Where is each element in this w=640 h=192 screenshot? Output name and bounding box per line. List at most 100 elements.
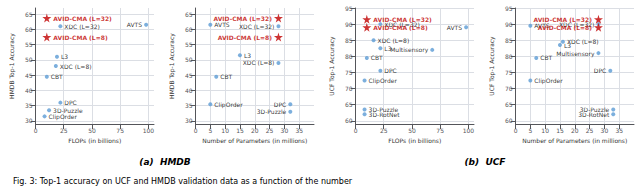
svg-text:Fig. 3: Top-1 accuracy on UCF: Fig. 3: Top-1 accuracy on UCF and HMDB v…: [13, 177, 353, 186]
svg-text:XDC (L=32): XDC (L=32): [239, 23, 275, 30]
svg-text:25: 25: [380, 127, 388, 134]
svg-text:ClipOrder: ClipOrder: [214, 101, 243, 109]
svg-text:Multisensory: Multisensory: [556, 50, 595, 58]
svg-text:35: 35: [295, 127, 303, 134]
svg-text:30: 30: [185, 117, 193, 124]
svg-text:AVID-CMA (L=32): AVID-CMA (L=32): [213, 15, 272, 22]
svg-text:AVTS: AVTS: [447, 24, 462, 31]
svg-text:0: 0: [354, 127, 358, 134]
svg-text:10: 10: [541, 127, 549, 134]
svg-text:30: 30: [25, 117, 33, 124]
svg-text:15: 15: [556, 127, 564, 134]
svg-text:AVID-CMA (L=8): AVID-CMA (L=8): [538, 24, 593, 31]
svg-text:50: 50: [25, 56, 33, 63]
svg-text:35: 35: [185, 102, 193, 109]
svg-text:25: 25: [60, 127, 68, 134]
svg-text:L3: L3: [564, 42, 571, 49]
svg-text:45: 45: [185, 72, 193, 79]
svg-text:ClipOrder: ClipOrder: [534, 77, 563, 85]
svg-text:80: 80: [345, 53, 353, 60]
svg-text:15: 15: [236, 127, 244, 134]
svg-text:20: 20: [251, 127, 259, 134]
svg-text:XDC (L=32): XDC (L=32): [64, 23, 100, 30]
svg-text:10: 10: [221, 127, 229, 134]
svg-text:0: 0: [34, 127, 38, 134]
svg-text:25: 25: [266, 127, 274, 134]
svg-text:AVID-CMA (L=8): AVID-CMA (L=8): [218, 34, 273, 41]
svg-text:30: 30: [281, 127, 289, 134]
svg-text:45: 45: [25, 72, 33, 79]
svg-text:65: 65: [185, 11, 193, 18]
svg-text:CBT: CBT: [51, 73, 63, 80]
svg-text:75: 75: [505, 69, 513, 76]
svg-text:XDC (L=8): XDC (L=8): [243, 59, 275, 66]
svg-text:55: 55: [185, 41, 193, 48]
svg-text:100: 100: [463, 127, 475, 134]
svg-text:60: 60: [505, 117, 513, 124]
svg-text:40: 40: [185, 87, 193, 94]
svg-text:75: 75: [436, 127, 444, 134]
svg-text:60: 60: [345, 117, 353, 124]
svg-text:HMDB Top-1 Accuracy: HMDB Top-1 Accuracy: [8, 33, 16, 99]
svg-text:CBT: CBT: [371, 54, 383, 61]
svg-text:25: 25: [586, 127, 594, 134]
svg-text:90: 90: [505, 21, 513, 28]
svg-text:90: 90: [345, 21, 353, 28]
svg-text:Number of Parameters (in milli: Number of Parameters (in millions): [522, 137, 627, 144]
svg-text:0: 0: [514, 127, 518, 134]
svg-text:75: 75: [116, 127, 124, 134]
svg-text:3D-RotNet: 3D-RotNet: [578, 111, 610, 118]
svg-text:AVID-CMA (L=8): AVID-CMA (L=8): [373, 24, 428, 31]
svg-text:(a) HMDB: (a) HMDB: [139, 157, 191, 167]
svg-text:3D-RotNet: 3D-RotNet: [369, 111, 401, 118]
svg-text:UCF Top-1 Accuracy: UCF Top-1 Accuracy: [488, 36, 496, 96]
svg-text:80: 80: [505, 53, 513, 60]
svg-text:3D-Puzzle: 3D-Puzzle: [257, 108, 287, 115]
svg-text:35: 35: [615, 127, 623, 134]
svg-text:Multisensory: Multisensory: [390, 46, 429, 54]
svg-text:5: 5: [208, 127, 212, 134]
svg-text:85: 85: [345, 37, 353, 44]
svg-text:65: 65: [505, 101, 513, 108]
svg-text:AVTS: AVTS: [127, 21, 142, 28]
svg-text:0: 0: [194, 127, 198, 134]
svg-text:95: 95: [345, 5, 353, 12]
svg-text:60: 60: [25, 26, 33, 33]
svg-text:XDC (L=8): XDC (L=8): [567, 38, 599, 45]
svg-text:FLOPs (in billions): FLOPs (in billions): [388, 137, 441, 144]
svg-text:ClipOrder: ClipOrder: [369, 77, 398, 85]
svg-text:50: 50: [408, 127, 416, 134]
svg-text:70: 70: [505, 85, 513, 92]
svg-text:40: 40: [25, 87, 33, 94]
svg-text:55: 55: [25, 41, 33, 48]
svg-text:UCF Top-1 Accuracy: UCF Top-1 Accuracy: [328, 36, 336, 96]
svg-text:L3: L3: [244, 52, 251, 59]
svg-text:XDC (L=8): XDC (L=8): [378, 37, 410, 44]
svg-text:CBT: CBT: [540, 54, 552, 61]
svg-text:85: 85: [505, 37, 513, 44]
svg-text:30: 30: [601, 127, 609, 134]
svg-text:60: 60: [185, 26, 193, 33]
svg-text:XDC (L=8): XDC (L=8): [60, 63, 92, 70]
svg-text:65: 65: [25, 11, 33, 18]
svg-text:50: 50: [88, 127, 96, 134]
svg-text:DPC: DPC: [274, 101, 286, 108]
svg-text:35: 35: [25, 102, 33, 109]
svg-text:DPC: DPC: [384, 67, 396, 74]
svg-text:AVID-CMA (L=32): AVID-CMA (L=32): [53, 15, 112, 22]
svg-text:75: 75: [345, 69, 353, 76]
svg-text:100: 100: [143, 127, 155, 134]
svg-text:Number of Parameters (in milli: Number of Parameters (in millions): [202, 137, 307, 144]
svg-text:AVID-CMA (L=32): AVID-CMA (L=32): [373, 16, 432, 23]
svg-text:20: 20: [571, 127, 579, 134]
svg-text:AVID-CMA (L=32): AVID-CMA (L=32): [533, 16, 592, 23]
svg-text:5: 5: [528, 127, 532, 134]
svg-text:ClipOrder: ClipOrder: [49, 113, 78, 121]
svg-text:AVID-CMA (L=8): AVID-CMA (L=8): [53, 34, 108, 41]
svg-text:CBT: CBT: [220, 73, 232, 80]
svg-text:L3: L3: [61, 53, 68, 60]
svg-text:(b) UCF: (b) UCF: [465, 157, 507, 167]
svg-text:HMDB Top-1 Accuracy: HMDB Top-1 Accuracy: [168, 33, 176, 99]
svg-text:AVTS: AVTS: [214, 21, 229, 28]
svg-text:95: 95: [505, 5, 513, 12]
